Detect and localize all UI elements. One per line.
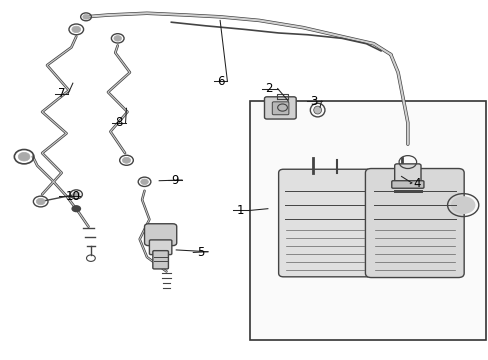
Text: 2: 2 <box>264 82 272 95</box>
Text: 7: 7 <box>58 87 66 100</box>
FancyBboxPatch shape <box>144 224 176 246</box>
Circle shape <box>141 179 148 185</box>
Text: 1: 1 <box>236 204 244 217</box>
Text: 3: 3 <box>310 95 317 108</box>
Text: 9: 9 <box>171 174 179 186</box>
Circle shape <box>450 196 474 214</box>
Circle shape <box>71 205 81 212</box>
Text: 5: 5 <box>197 246 204 259</box>
FancyBboxPatch shape <box>153 251 168 269</box>
Circle shape <box>82 14 89 19</box>
Text: 4: 4 <box>413 177 421 190</box>
Bar <box>250 101 485 339</box>
FancyBboxPatch shape <box>365 168 463 278</box>
Text: 6: 6 <box>217 75 224 88</box>
FancyBboxPatch shape <box>278 169 370 277</box>
FancyBboxPatch shape <box>394 164 420 185</box>
Circle shape <box>114 36 122 41</box>
Circle shape <box>122 157 130 163</box>
Text: 10: 10 <box>65 190 80 203</box>
Circle shape <box>18 152 30 161</box>
Circle shape <box>36 198 45 205</box>
Circle shape <box>72 26 81 33</box>
Text: 8: 8 <box>115 116 122 129</box>
FancyBboxPatch shape <box>264 97 296 119</box>
Ellipse shape <box>313 106 321 114</box>
FancyBboxPatch shape <box>272 102 288 115</box>
FancyBboxPatch shape <box>149 240 171 255</box>
Circle shape <box>73 192 80 197</box>
FancyBboxPatch shape <box>391 181 423 188</box>
